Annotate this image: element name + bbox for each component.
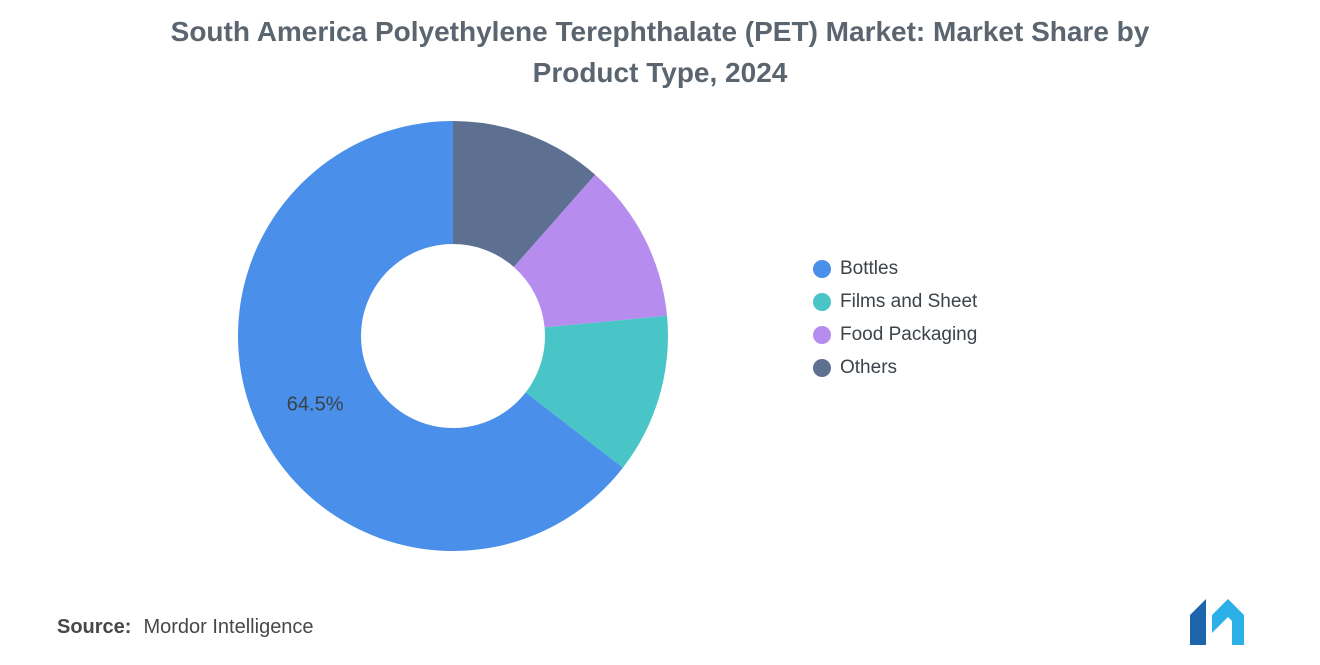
legend: Bottles Films and Sheet Food Packaging Othe…	[813, 258, 977, 378]
source-label: Source:	[57, 616, 132, 638]
legend-item-bottles: Bottles	[813, 258, 977, 279]
legend-swatch-films-and-sheet	[813, 292, 831, 311]
mordor-intelligence-logo	[1190, 599, 1244, 645]
source-line: Source: Mordor Intelligence	[57, 616, 314, 639]
logo-shape-right	[1212, 599, 1244, 645]
source-value: Mordor Intelligence	[143, 616, 314, 638]
pie-slice-films-and-sheet	[525, 315, 668, 468]
legend-label-bottles: Bottles	[840, 258, 899, 279]
pie-slice-bottles	[238, 121, 623, 551]
legend-label-others: Others	[840, 357, 898, 378]
legend-swatch-others	[813, 358, 831, 377]
legend-swatch-food-packaging	[813, 325, 831, 344]
donut-chart: 64.5%	[238, 121, 668, 551]
legend-item-food-packaging: Food Packaging	[813, 324, 977, 345]
legend-item-others: Others	[813, 357, 977, 378]
pie-slice-food-packaging	[513, 174, 668, 328]
legend-swatch-bottles	[813, 259, 831, 278]
legend-label-films-and-sheet: Films and Sheet	[840, 291, 978, 312]
legend-item-films-and-sheet: Films and Sheet	[813, 291, 977, 312]
pie-slice-others	[453, 121, 596, 267]
legend-label-food-packaging: Food Packaging	[840, 324, 978, 345]
slice-label-bottles: 64.5%	[287, 394, 344, 416]
chart-title: South America Polyethylene Terephthalate…	[170, 16, 1150, 88]
logo-shape-left	[1190, 599, 1206, 645]
